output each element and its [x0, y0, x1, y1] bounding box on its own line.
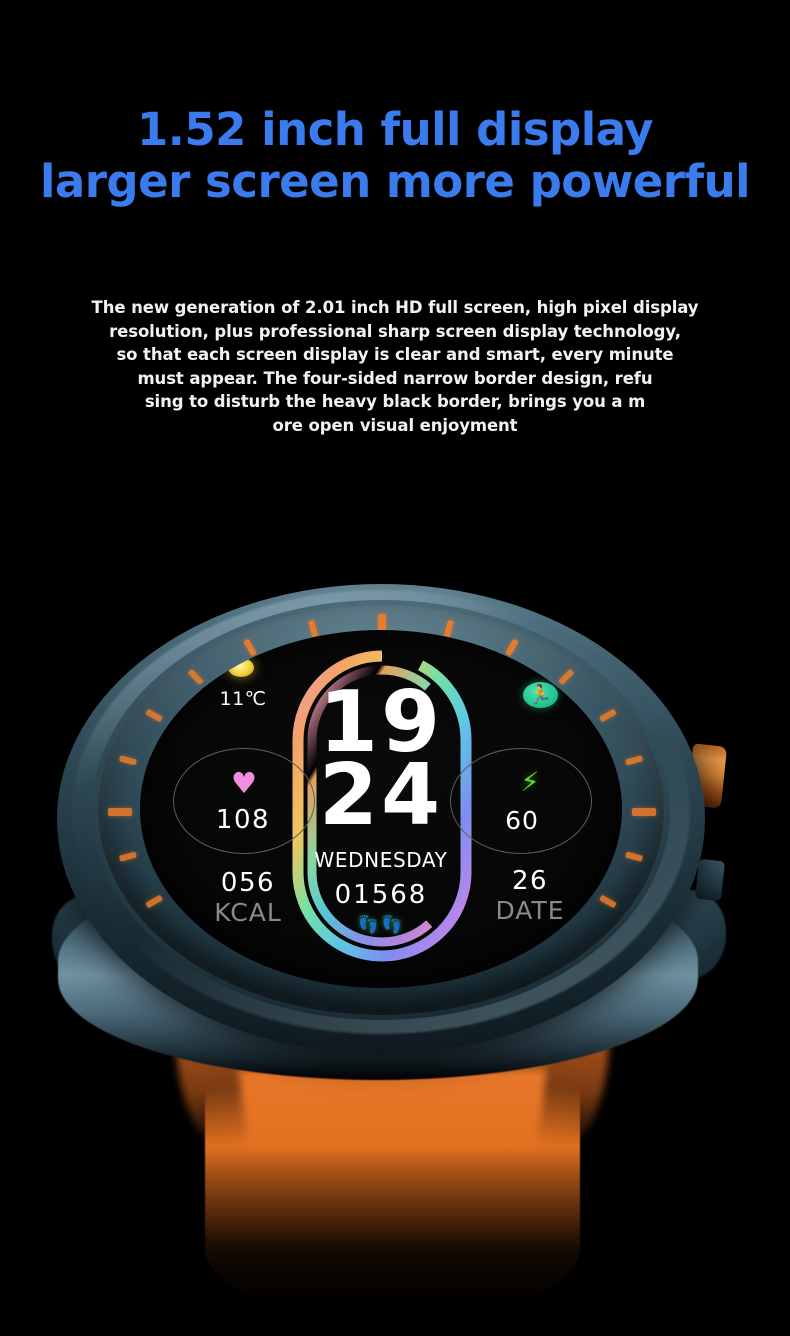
bezel-tick	[118, 755, 137, 766]
description-line-3: so that each screen display is clear and…	[116, 345, 674, 364]
watch-side-button[interactable]	[694, 858, 726, 902]
description-line-5: sing to disturb the heavy black border, …	[144, 392, 646, 411]
lightning-bolt-icon: ⚡	[520, 767, 540, 798]
clock-minute: 24	[318, 746, 444, 845]
heart-icon: ♥	[231, 766, 257, 800]
running-person-icon: 🏃	[528, 684, 553, 706]
battery-complication[interactable]	[450, 748, 592, 854]
kcal-value: 056	[220, 868, 276, 898]
date-value: 26	[511, 866, 549, 896]
bezel-tick	[118, 851, 137, 862]
temperature-value: 11℃	[219, 688, 267, 710]
description-line-2: resolution, plus professional sharp scre…	[109, 321, 681, 341]
description-line-4: must appear. The four-sided narrow borde…	[137, 368, 653, 388]
heart-rate-complication[interactable]	[173, 748, 315, 854]
bezel-tick	[624, 851, 643, 862]
headline-line-2: larger screen more powerful	[39, 155, 751, 208]
footprints-icon: 👣👣	[357, 915, 405, 935]
step-count-value: 01568	[334, 880, 428, 910]
description-line-1: The new generation of 2.01 inch HD full …	[91, 298, 699, 317]
kcal-label: KCAL	[214, 898, 282, 927]
description-paragraph: The new generation of 2.01 inch HD full …	[0, 296, 790, 437]
smartwatch-product-image: 11℃ ♥ 108 🏃 ⚡ 60 19 24 WEDNESDAY 01568 👣…	[0, 560, 790, 1336]
sun-icon	[228, 658, 254, 677]
bezel-tick	[631, 808, 656, 816]
bezel-tick	[377, 614, 386, 638]
clock-hour: 19	[318, 673, 444, 772]
date-label: DATE	[495, 896, 565, 925]
headline-line-1: 1.52 inch full display	[136, 103, 654, 156]
bezel-tick-marks	[98, 605, 664, 1015]
activity-badge[interactable]	[523, 682, 558, 708]
heart-rate-value: 108	[215, 805, 271, 835]
bezel-tick	[107, 808, 132, 816]
bezel-tick	[624, 755, 643, 766]
description-line-6: ore open visual enjoyment	[272, 415, 518, 435]
watch-screen[interactable]: 11℃ ♥ 108 🏃 ⚡ 60 19 24 WEDNESDAY 01568 👣…	[140, 630, 622, 988]
battery-value: 60	[505, 806, 539, 835]
page-headline: 1.52 inch full display larger screen mor…	[0, 104, 790, 208]
weekday-label: WEDNESDAY	[314, 848, 448, 872]
